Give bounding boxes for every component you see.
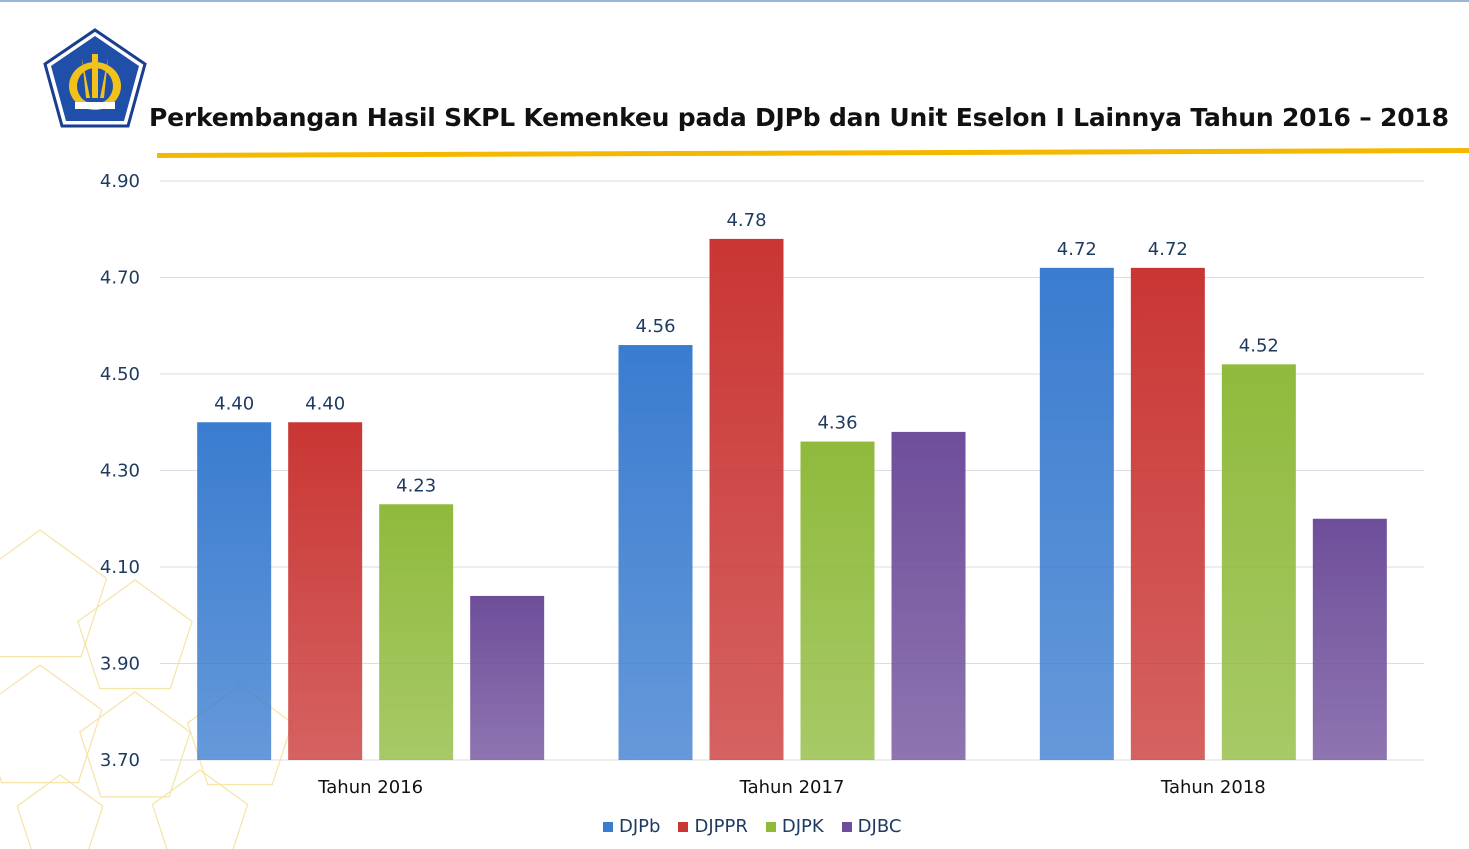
data-label: 4.40 — [214, 393, 254, 414]
bar-djppr — [1130, 267, 1205, 760]
bar-djbc — [891, 431, 966, 760]
y-tick-label: 4.70 — [100, 268, 140, 289]
data-label: 4.23 — [396, 475, 436, 496]
data-label: 4.36 — [817, 413, 857, 434]
legend-item-djppr: DJPPR — [678, 816, 748, 837]
bar-djpb — [197, 422, 272, 760]
bar-djpb — [1039, 267, 1114, 760]
x-category-label: Tahun 2016 — [317, 777, 423, 798]
chart-title: Perkembangan Hasil SKPL Kemenkeu pada DJ… — [149, 103, 1449, 132]
y-tick-label: 4.30 — [100, 461, 140, 482]
data-label: 4.78 — [726, 210, 766, 231]
bar-djpb — [618, 345, 693, 760]
legend-label: DJPb — [619, 816, 661, 837]
y-tick-label: 4.10 — [100, 557, 140, 578]
background-decoration — [151, 769, 249, 849]
bar-djpk — [379, 504, 454, 760]
title-underline — [157, 148, 1469, 158]
bar-djpk — [800, 441, 875, 760]
data-label: 4.52 — [1239, 335, 1279, 356]
legend-label: DJPK — [781, 816, 824, 837]
background-decoration — [186, 684, 294, 786]
y-tick-label: 4.90 — [100, 171, 140, 192]
legend-item-djbc: DJBC — [841, 816, 902, 837]
background-decoration — [77, 579, 193, 690]
chart-legend: DJPb DJPPR DJPK DJBC — [603, 816, 901, 837]
legend-swatch — [678, 821, 689, 832]
legend-label: DJPPR — [694, 816, 748, 837]
data-label: 4.56 — [635, 316, 675, 337]
x-category-label: Tahun 2017 — [739, 777, 845, 798]
legend-swatch — [765, 821, 776, 832]
top-border — [0, 0, 1469, 2]
bar-djbc — [470, 595, 545, 760]
kemenkeu-logo-icon — [43, 28, 147, 128]
background-decoration — [0, 529, 108, 658]
y-tick-label: 3.90 — [100, 654, 140, 675]
y-tick-label: 4.50 — [100, 364, 140, 385]
bar-djbc — [1312, 518, 1387, 760]
data-label: 4.72 — [1057, 239, 1097, 260]
legend-label: DJBC — [857, 816, 902, 837]
bar-djppr — [709, 238, 784, 760]
data-label: 4.40 — [305, 393, 345, 414]
legend-item-djpk: DJPK — [765, 816, 824, 837]
legend-item-djpb: DJPb — [603, 816, 660, 837]
x-category-label: Tahun 2018 — [1160, 777, 1266, 798]
legend-swatch — [841, 821, 852, 832]
y-tick-label: 3.70 — [100, 750, 140, 771]
bar-djpk — [1221, 364, 1296, 760]
data-label: 4.72 — [1148, 239, 1188, 260]
bar-djppr — [288, 422, 363, 760]
background-decoration — [0, 664, 103, 784]
background-decoration — [79, 691, 191, 798]
legend-swatch — [603, 821, 613, 832]
background-decoration — [16, 774, 104, 849]
